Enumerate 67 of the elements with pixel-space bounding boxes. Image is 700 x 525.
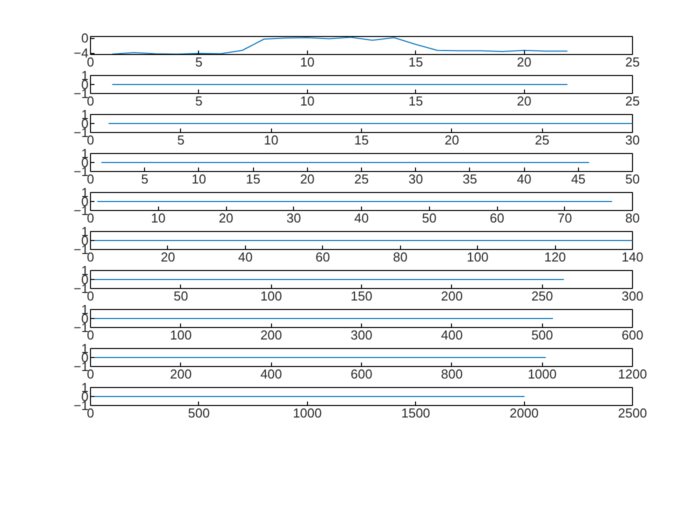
x-tick-label: 10 (300, 54, 315, 70)
x-tick-label: 50 (174, 288, 188, 304)
x-tick-label: 100 (466, 250, 488, 264)
x-tick-label: 5 (177, 132, 184, 148)
x-tick-label: 10 (300, 94, 315, 108)
x-tick-label: 200 (440, 288, 463, 304)
x-tick-label: 25 (625, 94, 640, 108)
x-tick-label: 1200 (618, 366, 647, 382)
x-tick-label: 10 (151, 210, 166, 226)
x-tick-label: 1000 (528, 366, 557, 382)
x-tick-label: 25 (534, 132, 550, 148)
x-tick-label: 10 (264, 132, 278, 148)
x-tick-label: 150 (350, 288, 372, 304)
x-tick-label: 5 (195, 54, 203, 70)
x-tick-label: 500 (531, 328, 554, 342)
x-tick-label: 1500 (401, 406, 430, 420)
x-tick-label: 200 (260, 328, 282, 342)
x-tick-label: 50 (625, 172, 640, 186)
x-tick-label: 80 (392, 250, 408, 264)
x-tick-label: 70 (558, 210, 572, 226)
x-tick-label: 20 (516, 54, 532, 70)
x-tick-label: 20 (300, 172, 315, 186)
x-tick-label: 35 (462, 172, 478, 186)
y-tick-label: 0 (81, 30, 89, 46)
x-tick-label: 30 (286, 210, 301, 226)
x-tick-label: 30 (625, 132, 640, 148)
x-tick-label: 800 (440, 366, 463, 382)
x-tick-label: 600 (350, 366, 372, 382)
x-tick-label: 40 (354, 210, 369, 226)
x-tick-label: 400 (440, 328, 463, 342)
x-tick-label: 60 (490, 210, 504, 226)
x-tick-label: 60 (316, 250, 330, 264)
x-tick-label: 25 (625, 54, 640, 70)
x-tick-label: 2000 (510, 406, 539, 420)
y-tick-label: −4 (74, 46, 89, 60)
x-tick-label: 40 (516, 172, 532, 186)
x-tick-label: 80 (625, 210, 640, 226)
x-tick-label: 250 (531, 288, 554, 304)
x-tick-label: 20 (516, 94, 532, 108)
x-tick-label: 30 (408, 172, 423, 186)
x-tick-label: 15 (354, 132, 369, 148)
x-tick-label: 200 (170, 366, 192, 382)
x-tick-label: 600 (622, 328, 644, 342)
x-tick-label: 20 (218, 210, 234, 226)
x-tick-label: 2500 (618, 406, 647, 420)
x-tick-label: 15 (246, 172, 260, 186)
x-tick-label: 100 (260, 288, 282, 304)
x-tick-label: 120 (544, 250, 566, 264)
x-tick-label: 5 (141, 172, 148, 186)
x-tick-label: 400 (260, 366, 282, 382)
x-tick-label: 500 (188, 406, 210, 420)
x-tick-label: 45 (571, 172, 586, 186)
x-tick-label: 40 (238, 250, 253, 264)
x-tick-label: 5 (195, 94, 203, 108)
x-tick-label: 15 (408, 94, 423, 108)
x-tick-label: 300 (350, 328, 372, 342)
x-tick-label: 1000 (292, 406, 322, 420)
x-tick-label: 300 (622, 288, 644, 304)
x-tick-label: 20 (444, 132, 460, 148)
x-tick-label: 100 (170, 328, 192, 342)
x-tick-label: 140 (622, 250, 644, 264)
x-tick-label: 10 (192, 172, 206, 186)
x-tick-label: 50 (422, 210, 436, 226)
line-series (112, 36, 568, 54)
x-tick-label: 25 (354, 172, 369, 186)
x-tick-label: 15 (408, 54, 423, 70)
x-tick-label: 20 (160, 250, 176, 264)
